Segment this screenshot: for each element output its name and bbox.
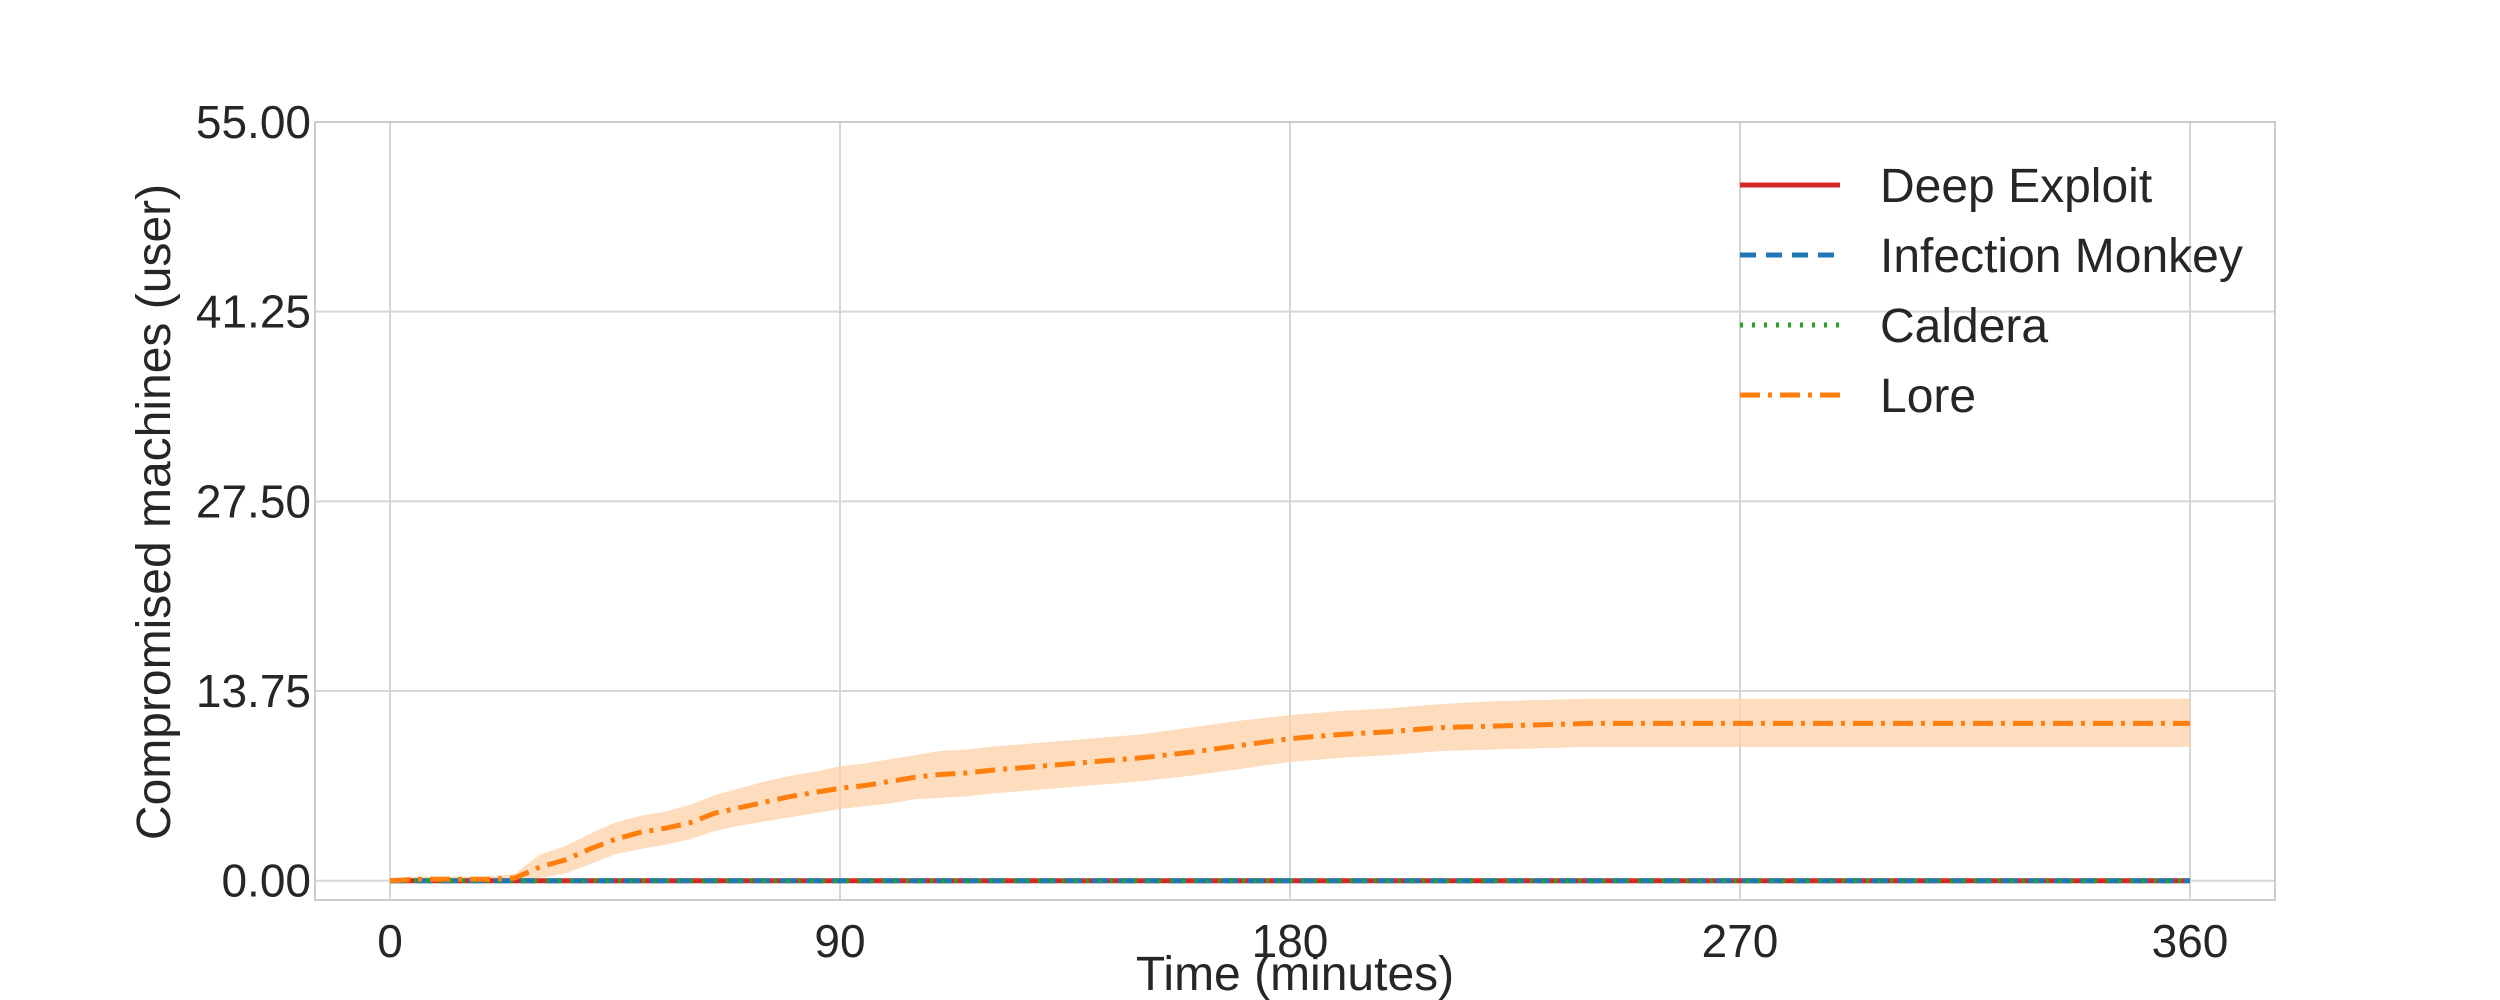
x-tick-label: 180 (1252, 915, 1329, 967)
y-tick-label: 0.00 (221, 855, 311, 907)
legend-label: Infection Monkey (1880, 230, 2243, 283)
x-tick-label: 360 (2152, 915, 2229, 967)
x-tick-labels: 0 90 180 270 360 (377, 915, 2228, 967)
x-tick-label: 90 (814, 915, 865, 967)
confidence-band-lore (390, 698, 2190, 881)
y-tick-label: 55.00 (196, 96, 311, 148)
series-lines (389, 720, 2190, 884)
legend-label: Caldera (1880, 300, 2048, 353)
y-tick-labels: 0.00 13.75 27.50 41.25 55.00 (196, 96, 311, 907)
legend-label: Lore (1880, 370, 1976, 423)
x-axis-label: Time (minutes) (1136, 948, 1454, 1000)
legend-label: Deep Exploit (1880, 160, 2152, 213)
x-tick-label: 0 (377, 915, 403, 967)
plot-frame (314, 121, 2276, 901)
y-tick-label: 41.25 (196, 286, 311, 338)
x-tick-label: 270 (1702, 915, 1779, 967)
confidence-bands (390, 698, 2190, 881)
y-tick-label: 13.75 (196, 665, 311, 717)
y-axis-label: Compromised machines (user) (128, 184, 181, 840)
series-line-lore (389, 720, 2190, 884)
y-tick-label: 27.50 (196, 475, 311, 527)
legend: Deep Exploit Infection Monkey Caldera Lore (1740, 160, 2243, 423)
